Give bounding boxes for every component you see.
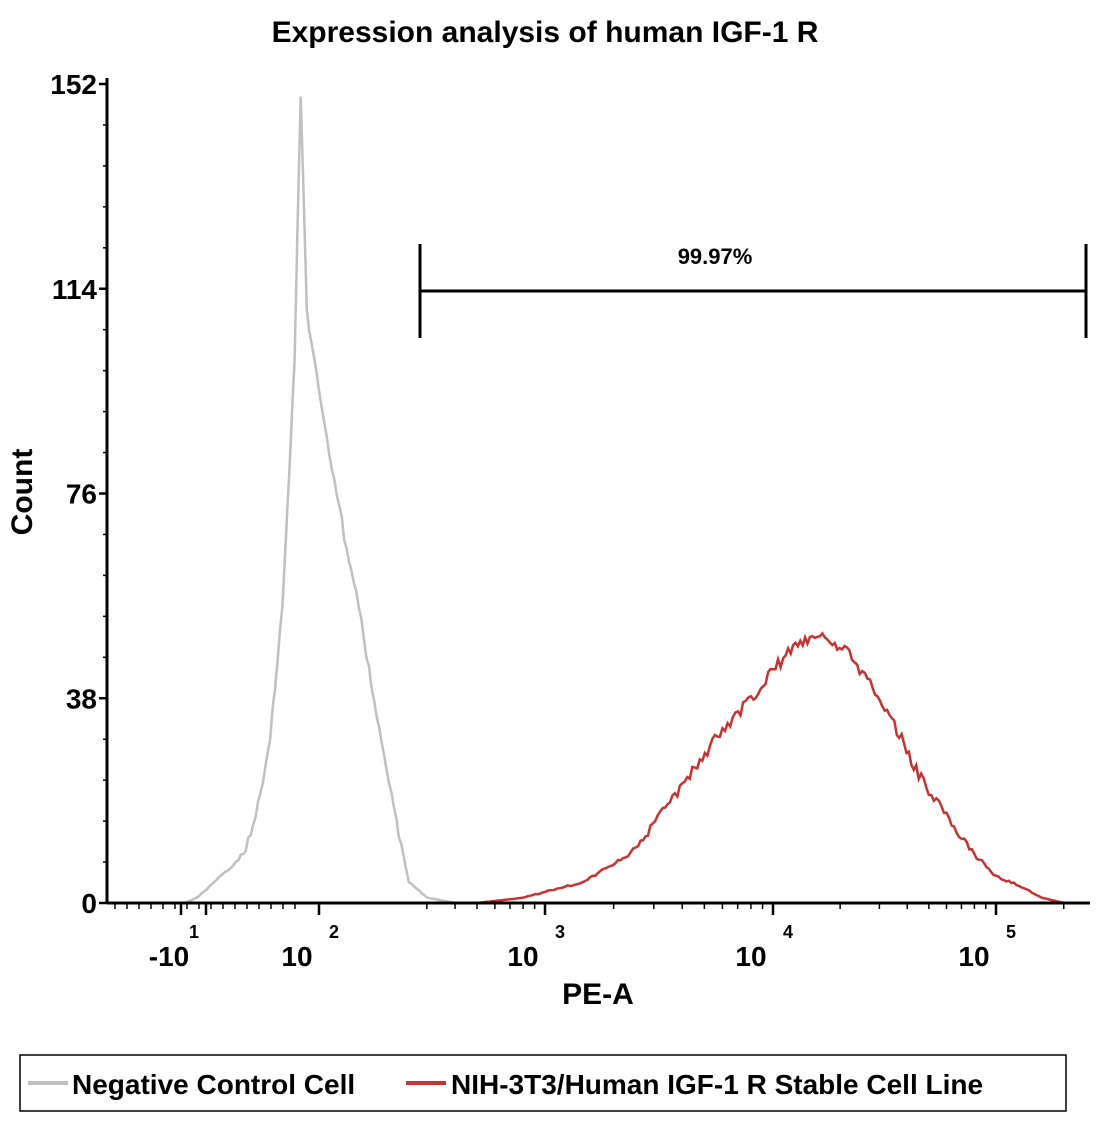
y-tick-label: 152 [50,69,97,100]
y-tick-label: 114 [52,274,98,305]
legend-box [19,1054,1067,1112]
x-tick-exponent: 5 [1006,922,1016,942]
x-tick-exponent: 3 [555,922,565,942]
x-tick-label: 10 [507,941,538,972]
legend-label-stable: NIH-3T3/Human IGF-1 R Stable Cell Line [451,1069,983,1100]
x-tick-label: 10 [281,941,312,972]
x-tick-label: 10 [735,941,766,972]
chart-title: Expression analysis of human IGF-1 R [272,16,819,49]
y-tick-label: 0 [81,888,97,919]
x-tick-label: -10 [149,941,189,972]
gate-percent-label: 99.97% [678,244,753,269]
y-ticks: 0 38 76 114 152 [50,69,107,919]
series-line-negative-control [172,96,456,905]
series-line-stable-cell-line [476,631,1086,905]
x-axis-label: PE-A [562,978,634,1011]
axes-layer [105,78,1090,905]
series-layer [172,96,1086,905]
legend: Negative Control Cell NIH-3T3/Human IGF-… [19,1054,1067,1112]
y-tick-label: 76 [66,479,97,510]
x-tick-exponent: 4 [783,922,793,942]
gate-marker[interactable]: 99.97% [418,244,1088,338]
legend-label-negative: Negative Control Cell [72,1069,355,1100]
x-tick-exponent: 2 [329,922,339,942]
x-tick-exponent: 1 [189,922,199,942]
x-ticks: -101 10 2 10 3 10 4 10 5 [114,903,1065,972]
y-axis-label: Count [6,449,39,536]
x-tick-label: 10 [958,941,989,972]
y-tick-label: 38 [66,683,97,714]
